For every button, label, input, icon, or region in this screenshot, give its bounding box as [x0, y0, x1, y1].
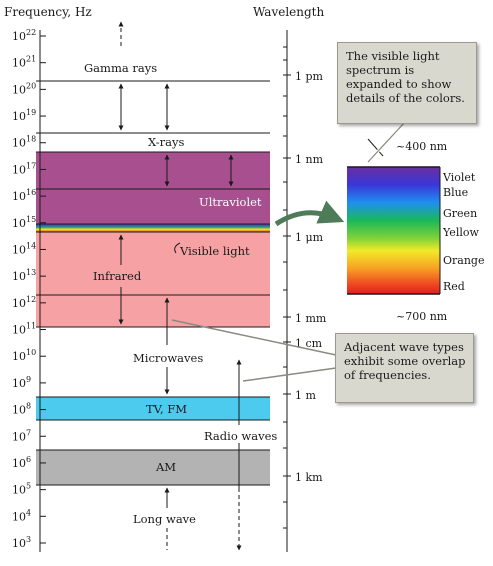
visible-light-callout: The visible light spectrum is expanded t…	[337, 42, 477, 124]
callout-line: of frequencies.	[344, 368, 431, 382]
spectrum-700nm-label: ~700 nm	[396, 310, 448, 323]
wavelength-label-pm: 1 pm	[295, 70, 324, 83]
frequency-tick-label: 1017	[12, 161, 36, 176]
wavelength-axis-title: Wavelength	[253, 5, 324, 19]
visible-callout-pointer	[367, 121, 406, 163]
frequency-tick-label: 1011	[12, 322, 36, 337]
frequency-axis-title: Frequency, Hz	[4, 5, 92, 19]
tv-fm-band	[36, 397, 270, 420]
overlap-pointer-lower	[242, 367, 337, 382]
frequency-tick-label: 103	[12, 535, 31, 550]
visible-light-pointer	[174, 242, 181, 254]
wavelength-label-um: 1 μm	[295, 231, 324, 244]
callout-line: The visible light	[346, 49, 440, 63]
callout-line: Adjacent wave types	[344, 340, 464, 354]
visible-strip	[36, 224, 270, 232]
spectrum-violet: Violet	[442, 171, 476, 184]
range-arrows	[118, 21, 242, 551]
frequency-tick-label: 108	[12, 402, 31, 417]
frequency-tick-label: 104	[12, 508, 31, 523]
long-wave-label: Long wave	[133, 512, 196, 526]
frequency-tick-label: 1013	[12, 268, 36, 283]
callout-line: details of the colors.	[346, 91, 465, 105]
x-rays-label: X-rays	[148, 135, 185, 149]
callout-line: spectrum is	[346, 63, 415, 77]
callout-line: expanded to show	[346, 77, 452, 91]
expand-arrow	[274, 200, 345, 227]
wavelength-label-cm: 1 cm	[295, 337, 323, 350]
visible-spectrum-expanded	[347, 167, 440, 294]
tv-fm-label: TV, FM	[146, 402, 187, 416]
frequency-tick-label: 105	[12, 482, 31, 497]
frequency-tick-label: 1018	[12, 135, 36, 150]
spectrum-top-pointer	[367, 138, 384, 157]
ultraviolet-band	[36, 152, 270, 224]
frequency-tick-label: 1010	[12, 348, 36, 363]
frequency-tick-label: 1021	[12, 55, 36, 70]
microwaves-label: Microwaves	[133, 351, 203, 365]
spectrum-red: Red	[443, 280, 465, 293]
frequency-tick-label: 109	[12, 375, 31, 390]
frequency-tick-label: 1019	[12, 108, 36, 123]
spectrum-blue: Blue	[443, 186, 468, 199]
frequency-tick-label: 1012	[12, 295, 36, 310]
frequency-tick-label: 1014	[12, 241, 36, 256]
infrared-label: Infrared	[93, 269, 142, 283]
callout-line: exhibit some overlap	[344, 354, 466, 368]
frequency-tick-label: 107	[12, 428, 31, 443]
spectrum-yellow: Yellow	[442, 226, 479, 239]
infrared-band	[36, 232, 270, 327]
wavelength-label-km: 1 km	[295, 471, 323, 484]
overlap-callout: Adjacent wave types exhibit some overlap…	[335, 333, 474, 403]
am-label: AM	[155, 460, 176, 474]
am-band	[36, 450, 270, 485]
spectrum-orange: Orange	[443, 254, 484, 267]
wavelength-axis: 1 pm 1 nm 1 μm 1 mm 1 cm 1 m 1 km	[283, 30, 327, 552]
radio-waves-label: Radio waves	[204, 429, 277, 443]
spectrum-green: Green	[443, 207, 477, 220]
wavelength-label-mm: 1 mm	[295, 312, 327, 325]
band-boundaries	[36, 80, 270, 486]
wavelength-label-nm: 1 nm	[295, 153, 324, 166]
gamma-rays-label: Gamma rays	[84, 61, 157, 75]
ultraviolet-label: Ultraviolet	[199, 195, 262, 209]
frequency-axis: 1022 1021 1020 1019 1018 1017 1016 1015 1014 1013…	[12, 28, 46, 552]
visible-light-label: Visible light	[179, 244, 250, 258]
frequency-tick-label: 1020	[12, 81, 36, 96]
frequency-tick-label: 1016	[12, 188, 36, 203]
frequency-tick-label: 1022	[12, 28, 36, 43]
spectrum-400nm-label: ~400 nm	[396, 140, 448, 153]
frequency-tick-label: 106	[12, 455, 31, 470]
overlap-pointer-upper	[171, 319, 337, 356]
frequency-tick-label: 1015	[12, 215, 36, 230]
wavelength-label-m: 1 m	[295, 389, 316, 402]
